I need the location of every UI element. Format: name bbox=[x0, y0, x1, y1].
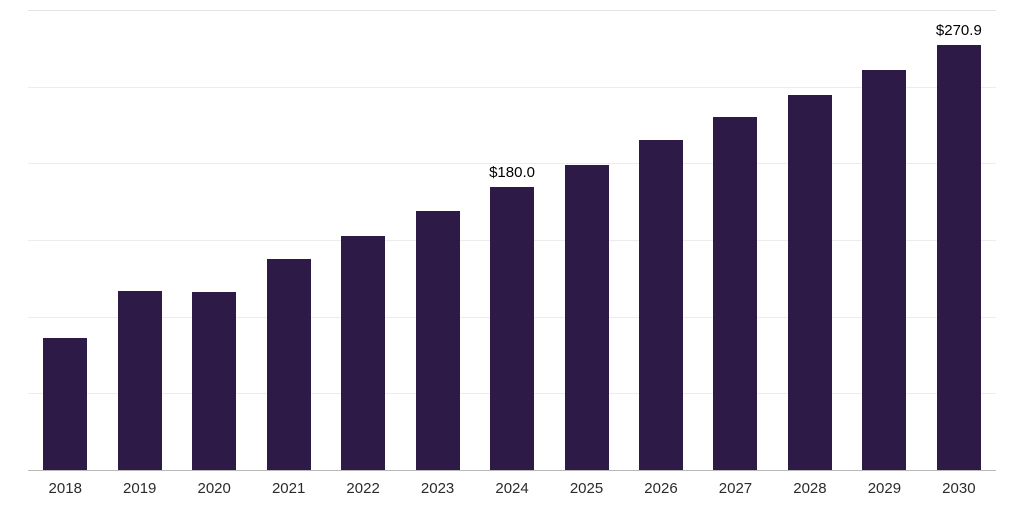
x-tick-label-2026: 2026 bbox=[644, 480, 678, 497]
bar-2029 bbox=[862, 70, 907, 470]
x-tick-label-2025: 2025 bbox=[569, 480, 604, 497]
bar-2026 bbox=[638, 140, 683, 470]
bar-cell-2023 bbox=[400, 10, 474, 470]
bar-2023 bbox=[415, 211, 460, 470]
gridline bbox=[28, 10, 996, 11]
bar-2018 bbox=[43, 338, 88, 470]
gridline bbox=[28, 87, 996, 88]
bar-2030 bbox=[936, 45, 981, 470]
bar-2022 bbox=[341, 236, 386, 470]
x-tick-label-2030: 2030 bbox=[942, 480, 976, 497]
bar-2021 bbox=[266, 259, 311, 470]
x-axis: 2018 2019 2020 2021 2022 2023 2024 2025 2026 2027… bbox=[28, 480, 996, 497]
x-tick-label-2023: 2023 bbox=[420, 480, 455, 497]
bar-cell-2018 bbox=[28, 10, 102, 470]
plot-area: $180.0 $270.9 bbox=[28, 10, 996, 471]
gridline bbox=[28, 163, 996, 164]
bar-cell-2028 bbox=[773, 10, 847, 470]
bar-2027 bbox=[713, 117, 758, 470]
bar-cell-2027 bbox=[698, 10, 772, 470]
x-tick-label-2020: 2020 bbox=[197, 480, 231, 497]
bar-cell-2026 bbox=[624, 10, 698, 470]
bar-cell-2025 bbox=[549, 10, 623, 470]
x-tick-label-2018: 2018 bbox=[48, 480, 82, 497]
bar-value-label-2030: $270.9 bbox=[935, 22, 982, 39]
bar-2025 bbox=[564, 165, 609, 470]
x-tick-label-2019: 2019 bbox=[123, 480, 157, 497]
x-tick-label-2029: 2029 bbox=[867, 480, 902, 497]
bar-cell-2022 bbox=[326, 10, 400, 470]
bar-cell-2030: $270.9 bbox=[922, 10, 996, 470]
x-tick-label-2022: 2022 bbox=[346, 480, 380, 497]
x-tick-label-2024: 2024 bbox=[495, 480, 529, 497]
bar-2024 bbox=[490, 187, 535, 470]
x-tick-label-2027: 2027 bbox=[718, 480, 753, 497]
bar-cell-2021 bbox=[251, 10, 325, 470]
x-tick-label-2021: 2021 bbox=[271, 480, 306, 497]
bar-cell-2024: $180.0 bbox=[475, 10, 549, 470]
x-tick-label-2028: 2028 bbox=[793, 480, 827, 497]
bar-2028 bbox=[787, 95, 832, 470]
bar-cell-2029 bbox=[847, 10, 921, 470]
bar-value-label-2024: $180.0 bbox=[489, 164, 535, 181]
bar-2019 bbox=[117, 291, 162, 470]
bar-cell-2019 bbox=[102, 10, 176, 470]
bar-2020 bbox=[192, 292, 237, 470]
bar-cell-2020 bbox=[177, 10, 251, 470]
